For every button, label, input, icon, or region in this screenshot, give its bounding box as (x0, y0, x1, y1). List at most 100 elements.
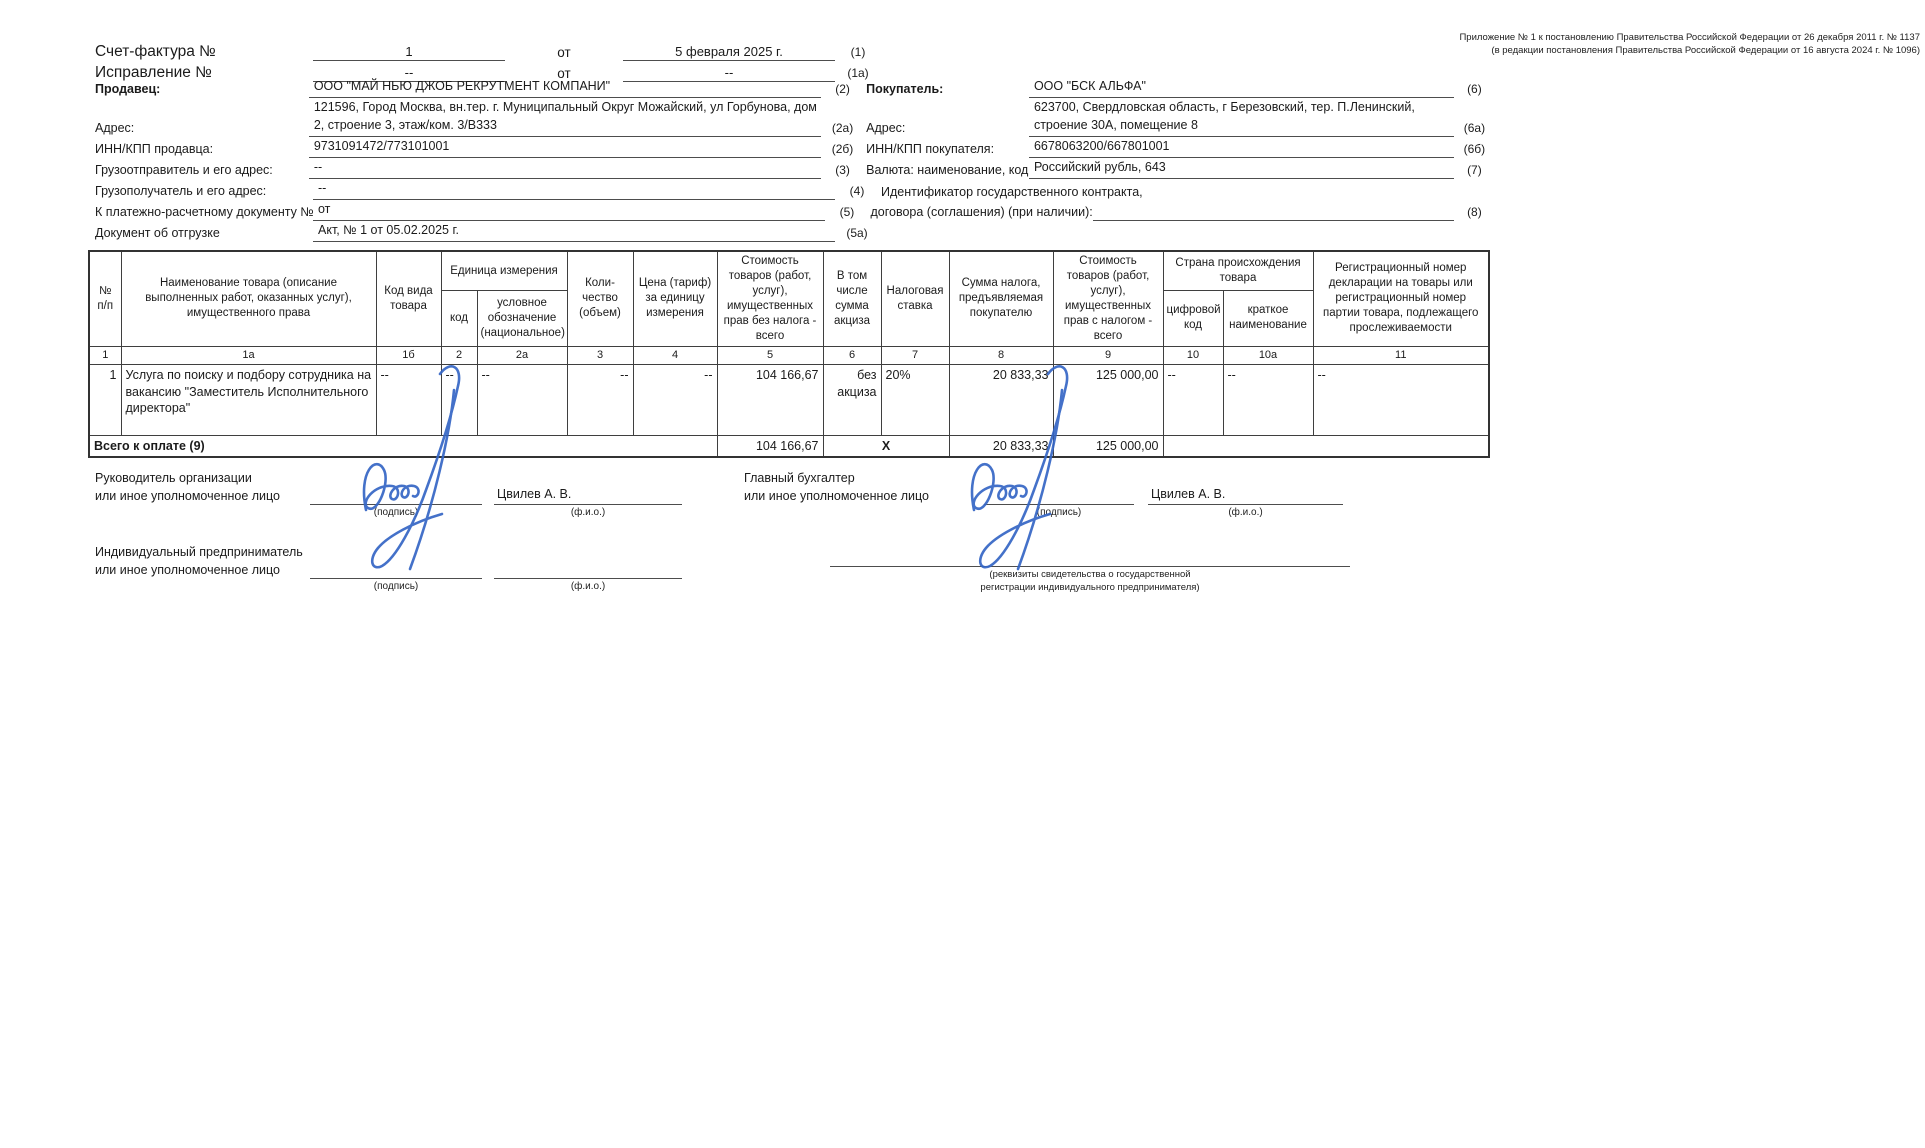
regulation-line-2: (в редакции постановления Правительства … (1491, 45, 1920, 57)
header-price: Цена (тариф) за единицу измерения (632, 250, 718, 347)
colnum-10a: 10а (1222, 345, 1314, 365)
shipper-value: -- (308, 158, 821, 179)
shipping-doc-label: Документ об отгрузке (95, 226, 220, 240)
item-cost-with-tax: 125 000,00 (1052, 363, 1164, 436)
invoice-label: Счет-фактура № (95, 43, 216, 60)
item-excise: без акциза (822, 363, 882, 436)
field-number-1a: (1а) (847, 66, 869, 80)
item-name: Услуга по поиску и подбору сотрудника на… (120, 363, 377, 436)
entrepreneur-label: Индивидуальный предприниматель или иное … (95, 545, 303, 577)
buyer-label: Покупатель: (866, 82, 944, 96)
entrepreneur-signature-field: (подпись) (310, 562, 482, 594)
field-number-8: (8) (1467, 205, 1482, 219)
item-num: 1 (88, 363, 122, 436)
colnum-5: 5 (716, 345, 824, 365)
row-shipper-currency: Грузоотправитель и его адрес: -- (3) Вал… (95, 158, 1495, 179)
item-quantity: -- (566, 363, 634, 436)
correction-number-value: -- (313, 65, 505, 82)
field-number-7: (7) (1467, 163, 1482, 177)
field-number-2: (2) (835, 82, 850, 96)
correction-label: Исправление № (95, 64, 212, 81)
colnum-8: 8 (948, 345, 1054, 365)
item-row: 1 Услуга по поиску и подбору сотрудника … (88, 363, 1490, 436)
gov-contract-label-line1: Идентификатор государственного контракта… (881, 185, 1143, 199)
shipping-doc-value: Акт, № 1 от 05.02.2025 г. (313, 221, 835, 242)
buyer-inn-value: 6678063200/667801001 (1028, 137, 1454, 158)
header-country-group: Страна происхождения товара (1162, 250, 1314, 291)
total-cost-with-tax: 125 000,00 (1052, 434, 1164, 458)
entrepreneur-registration-line (830, 550, 1350, 568)
correction-row: Исправление № -- от -- (1а) (95, 61, 881, 82)
requisites-grid: Продавец: ООО "МАЙ НЬЮ ДЖОБ РЕКРУТМЕНТ К… (95, 79, 1495, 242)
fio-caption-3: (ф.и.о.) (570, 581, 606, 592)
colnum-11: 11 (1312, 345, 1490, 365)
header-tax-rate: Налоговая ставка (880, 250, 950, 347)
from-label-2: от (557, 66, 571, 81)
header-reg-number: Регистрационный номер декларации на това… (1312, 250, 1490, 347)
colnum-9: 9 (1052, 345, 1164, 365)
field-number-6b: (6б) (1463, 142, 1486, 156)
colnum-1a: 1а (120, 345, 377, 365)
seller-name-value: ООО "МАЙ НЬЮ ДЖОБ РЕКРУТМЕНТ КОМПАНИ" (308, 77, 821, 98)
signature-caption: (подпись) (373, 507, 419, 518)
regulation-line-1: Приложение № 1 к постановлению Правитель… (1459, 32, 1920, 43)
header-quantity: Коли-чество (объем) (566, 250, 634, 347)
item-unit-symbol: -- (476, 363, 568, 436)
item-cost-without-tax: 104 166,67 (716, 363, 824, 436)
column-numbers-row: 1 1а 1б 2 2а 3 4 5 6 7 8 9 10 10а 11 (88, 345, 1490, 365)
header-excise: В том числе сумма акциза (822, 250, 882, 347)
head-signature-line (310, 488, 482, 505)
row-paydoc-gov2: К платежно-расчетному документу № от (5)… (95, 200, 1495, 221)
entrepreneur-name-line (494, 562, 682, 579)
seller-inn-value: 9731091472/773101001 (308, 137, 821, 158)
table-header-row-2: код условное обозначение (национальное) … (89, 290, 1489, 347)
fio-caption-2: (ф.и.о.) (1228, 507, 1263, 518)
header-unit-code: код (440, 290, 478, 347)
row-seller-buyer: Продавец: ООО "МАЙ НЬЮ ДЖОБ РЕКРУТМЕНТ К… (95, 79, 1495, 98)
item-tax-amount: 20 833,33 (948, 363, 1054, 436)
total-tax-amount: 20 833,33 (948, 434, 1054, 458)
invoice-title-block: Счет-фактура № 1 от 5 февраля 2025 г. (1… (95, 40, 881, 82)
row-shipdoc: Документ об отгрузке Акт, № 1 от 05.02.2… (95, 221, 1495, 242)
head-name-value: Цвилев А. В. (494, 487, 682, 505)
accountant-name-field: Цвилев А. В. (ф.и.о.) (1148, 487, 1343, 520)
total-empty-cell (1162, 434, 1490, 458)
from-label: от (557, 45, 571, 60)
colnum-7: 7 (880, 345, 950, 365)
colnum-2: 2 (440, 345, 478, 365)
head-signature-field: (подпись) (310, 488, 482, 520)
colnum-2a: 2а (476, 345, 568, 365)
item-country-code: -- (1162, 363, 1224, 436)
header-country-code: цифровой код (1162, 290, 1224, 347)
table-header-row-1: № п/п Наименование товара (описание выпо… (88, 250, 1490, 347)
total-label: Всего к оплате (9) (88, 434, 718, 458)
seller-address-value: 121596, Город Москва, вн.тер. г. Муницип… (308, 98, 821, 137)
item-price: -- (632, 363, 718, 436)
header-unit-group: Единица измерения (440, 250, 568, 291)
header-country-name: краткое наименование (1222, 290, 1314, 347)
field-number-2a: (2а) (831, 121, 854, 135)
currency-label: Валюта: наименование, код (866, 163, 1029, 177)
colnum-1b: 1б (375, 345, 442, 365)
signatures-section: Руководитель организации или иное уполно… (95, 470, 1595, 594)
header-num: № п/п (88, 250, 122, 347)
field-number-4: (4) (849, 184, 865, 198)
header-name: Наименование товара (описание выполненны… (120, 250, 377, 347)
correction-date-value: -- (623, 65, 835, 82)
buyer-address-value: 623700, Свердловская область, г Березовс… (1028, 98, 1454, 137)
item-tax-rate: 20% (880, 363, 950, 436)
item-country-name: -- (1222, 363, 1314, 436)
buyer-name-value: ООО "БСК АЛЬФА" (1028, 77, 1454, 98)
colnum-1: 1 (88, 345, 122, 365)
invoice-number-value: 1 (313, 44, 505, 61)
field-number-5a: (5а) (846, 226, 868, 240)
consignee-label: Грузополучатель и его адрес: (95, 184, 267, 198)
seller-inn-label: ИНН/КПП продавца: (95, 142, 214, 156)
currency-value: Российский рубль, 643 (1028, 158, 1454, 179)
item-kind-code: -- (375, 363, 442, 436)
field-number-6: (6) (1467, 82, 1482, 96)
header-kind-code: Код вида товара (375, 250, 442, 347)
entrepreneur-registration-field: (реквизиты свидетельства о государственн… (830, 550, 1350, 594)
accountant-name-value: Цвилев А. В. (1148, 487, 1343, 505)
entrepreneur-name-field: (ф.и.о.) (494, 562, 682, 594)
